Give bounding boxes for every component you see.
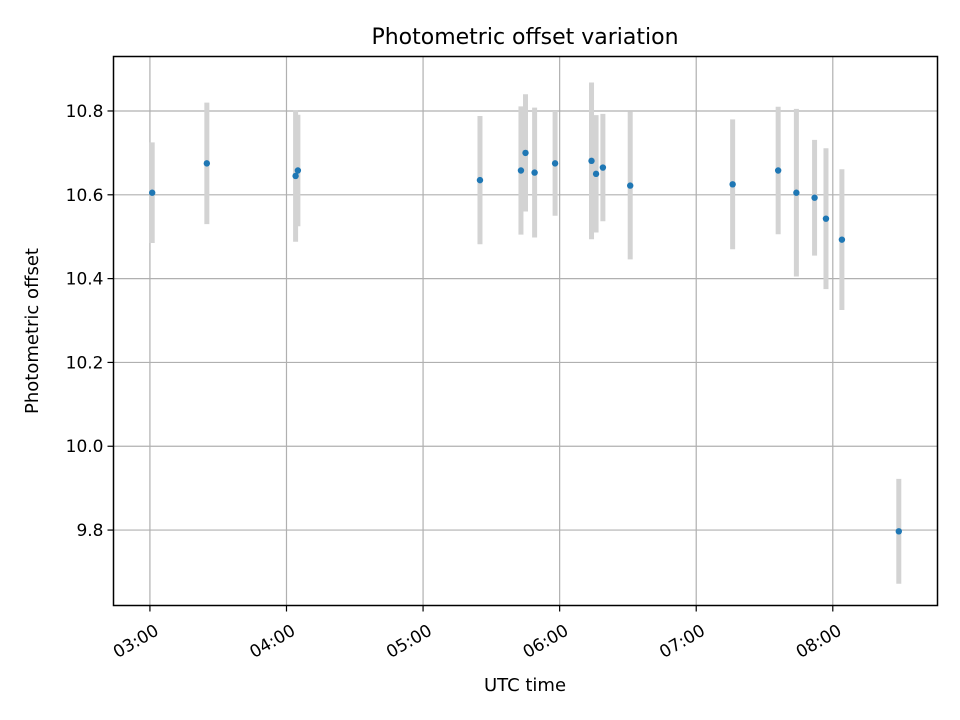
data-point <box>551 160 559 167</box>
data-point <box>793 189 800 196</box>
plot-frame <box>112 55 939 607</box>
y-tick-label: 10.2 <box>66 353 104 373</box>
y-tick-label: 10.6 <box>66 186 104 206</box>
y-tick-label: 10.4 <box>66 270 104 290</box>
data-point <box>599 164 607 171</box>
y-tick-label: 10.0 <box>66 437 104 457</box>
data-point <box>531 169 538 176</box>
x-tick-label: 05:00 <box>383 621 435 663</box>
x-tick-label: 04:00 <box>247 621 299 663</box>
y-axis-label: Photometric offset <box>22 248 43 414</box>
x-tick-label: 07:00 <box>656 621 708 663</box>
data-point <box>774 167 782 174</box>
y-tick-label: 9.8 <box>76 521 103 541</box>
errorbar-layer <box>149 82 902 584</box>
data-point <box>895 528 903 535</box>
data-point <box>729 181 736 188</box>
x-tick-label: 03:00 <box>110 621 162 663</box>
data-point <box>811 194 818 201</box>
chart-title: Photometric offset variation <box>371 25 678 50</box>
y-tick-label: 10.8 <box>66 102 104 122</box>
data-point <box>522 149 529 157</box>
data-point <box>203 160 211 167</box>
x-axis: 03:00 04:00 05:00 06:00 07:00 08:00 <box>110 605 845 663</box>
data-point <box>588 157 595 165</box>
y-axis: 9.8 10.0 10.2 10.4 10.6 10.8 <box>66 102 114 541</box>
data-point <box>148 189 156 196</box>
x-tick-label: 08:00 <box>793 621 845 663</box>
data-point <box>627 182 634 189</box>
x-axis-label: UTC time <box>484 675 566 696</box>
marker-layer <box>148 149 903 535</box>
data-point <box>476 176 484 184</box>
data-point <box>292 172 299 180</box>
data-point <box>517 167 525 174</box>
data-point <box>822 215 830 222</box>
data-point <box>838 236 846 243</box>
x-tick-label: 06:00 <box>520 621 572 663</box>
data-point <box>294 167 302 174</box>
data-point <box>592 170 600 178</box>
